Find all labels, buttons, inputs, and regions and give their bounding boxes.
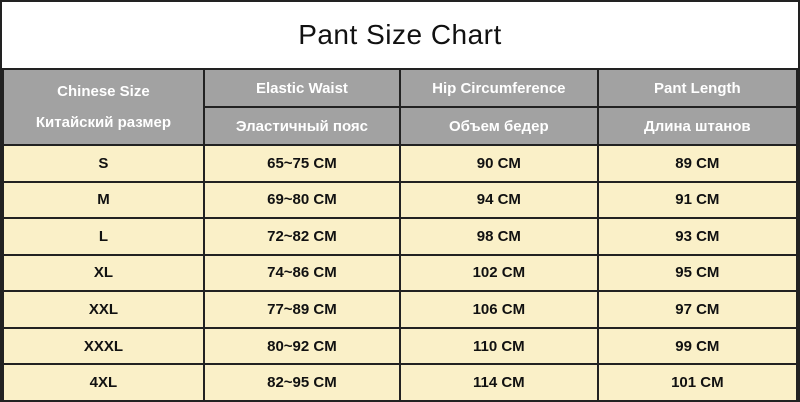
hip-cell: 106 CM: [398, 290, 599, 329]
header-pant-length-en: Pant Length: [596, 68, 798, 108]
waist-cell: 82~95 CM: [202, 363, 401, 400]
header-chinese-size-ru: Китайский размер: [35, 113, 171, 131]
hip-cell: 90 CM: [398, 144, 599, 183]
table-row: L 72~82 CM 98 CM 93 CM: [2, 217, 798, 256]
size-cell: S: [2, 144, 205, 183]
header-hip-circumference-ru: Объем бедер: [398, 106, 599, 146]
hip-cell: 94 CM: [398, 180, 599, 220]
page-title: Pant Size Chart: [298, 19, 502, 50]
header-chinese-size-en: Chinese Size: [57, 83, 150, 101]
size-cell: XL: [2, 253, 205, 293]
waist-cell: 77~89 CM: [202, 290, 401, 329]
header-row-russian: Эластичный пояс Объем бедер Длина штанов: [3, 106, 798, 146]
length-cell: 93 CM: [596, 217, 798, 256]
table-row: XXL 77~89 CM 106 CM 97 CM: [2, 290, 798, 329]
size-table: Chinese Size Китайский размер Elastic Wa…: [2, 68, 798, 400]
waist-cell: 74~86 CM: [202, 253, 401, 293]
hip-cell: 102 CM: [398, 253, 599, 293]
table-row: S 65~75 CM 90 CM 89 CM: [2, 144, 798, 183]
waist-cell: 80~92 CM: [202, 326, 401, 366]
header-row-english: Chinese Size Китайский размер Elastic Wa…: [2, 68, 798, 146]
size-cell: XXL: [2, 290, 205, 329]
table-row: XXXL 80~92 CM 110 CM 99 CM: [2, 326, 798, 366]
length-cell: 89 CM: [596, 144, 798, 183]
waist-cell: 65~75 CM: [202, 144, 401, 183]
header-pant-length-ru: Длина штанов: [596, 106, 798, 146]
table-row: XL 74~86 CM 102 CM 95 CM: [2, 253, 798, 293]
length-cell: 95 CM: [596, 253, 798, 293]
title-bar: Pant Size Chart: [2, 2, 798, 68]
header-elastic-waist-ru: Эластичный пояс: [202, 106, 401, 146]
length-cell: 99 CM: [596, 326, 798, 366]
size-cell: 4XL: [2, 363, 205, 400]
length-cell: 101 CM: [596, 363, 798, 400]
length-cell: 91 CM: [596, 180, 798, 220]
hip-cell: 110 CM: [398, 326, 599, 366]
header-chinese-size: Chinese Size Китайский размер: [2, 68, 205, 146]
hip-cell: 114 CM: [398, 363, 599, 400]
waist-cell: 72~82 CM: [202, 217, 401, 256]
table-row: M 69~80 CM 94 CM 91 CM: [2, 180, 798, 220]
header-hip-circumference-en: Hip Circumference: [398, 68, 599, 108]
table-header: Chinese Size Китайский размер Elastic Wa…: [2, 68, 798, 146]
header-chinese-size-stack: Chinese Size Китайский размер: [5, 71, 202, 143]
length-cell: 97 CM: [596, 290, 798, 329]
size-cell: XXXL: [2, 326, 205, 366]
table-row: 4XL 82~95 CM 114 CM 101 CM: [2, 363, 798, 400]
waist-cell: 69~80 CM: [202, 180, 401, 220]
hip-cell: 98 CM: [398, 217, 599, 256]
size-cell: M: [2, 180, 205, 220]
size-cell: L: [2, 217, 205, 256]
table-body: S 65~75 CM 90 CM 89 CM M 69~80 CM 94 CM …: [2, 144, 798, 400]
header-elastic-waist-en: Elastic Waist: [202, 68, 401, 108]
